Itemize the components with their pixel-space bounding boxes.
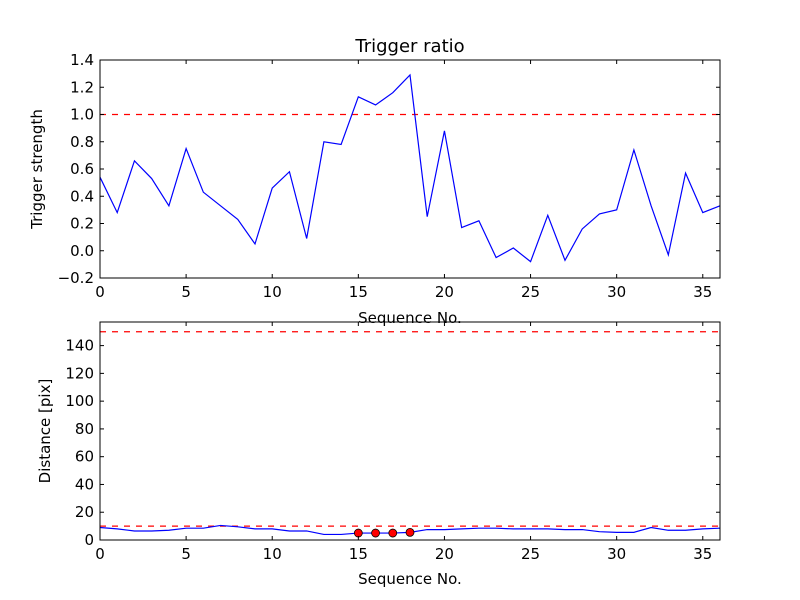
y-tick-label: 100 [65, 392, 94, 410]
y-tick-label: 60 [75, 448, 94, 466]
x-tick-label: 30 [607, 545, 626, 563]
tick-group: 0 5 10 15 20 25 30 35 0 20 40 60 80 100 120 140 [65, 322, 720, 563]
data-point-marker [371, 528, 380, 538]
data-point-marker [405, 527, 415, 537]
y-tick-label: 1.4 [70, 51, 94, 69]
y-tick-label: 80 [75, 420, 94, 438]
y-tick-label: 40 [75, 475, 94, 493]
trigger-ratio-chart: Trigger ratio 0 5 10 15 20 25 30 35 −0.2 0.0 0.2 0.… [28, 36, 721, 327]
y-tick-label: 1.2 [70, 78, 94, 96]
x-tick-label: 20 [435, 545, 454, 563]
x-axis-label: Sequence No. [358, 570, 462, 588]
y-tick-label: 0.4 [70, 187, 94, 205]
data-point-marker [388, 528, 398, 538]
x-tick-label: 15 [349, 283, 368, 301]
distance-chart: 0 5 10 15 20 25 30 35 0 20 40 60 80 100 120 140 Sequenc… [36, 321, 721, 588]
y-tick-label: 1.0 [70, 106, 94, 124]
plot-area [99, 331, 721, 538]
x-axis-label: Sequence No. [358, 309, 462, 327]
y-tick-label: 0.6 [70, 160, 94, 178]
x-tick-label: 10 [263, 283, 282, 301]
series-line [99, 73, 721, 263]
y-tick-label: 0.2 [70, 215, 94, 233]
x-tick-label: 25 [521, 545, 540, 563]
y-tick-label: 0 [84, 531, 94, 549]
y-axis-label: Distance [pix] [36, 379, 54, 484]
x-tick-label: 5 [181, 283, 191, 301]
axes-frame [99, 321, 721, 541]
y-tick-label: 120 [65, 364, 94, 382]
x-tick-label: 15 [349, 545, 368, 563]
tick-group: 0 5 10 15 20 25 30 35 −0.2 0.0 0.2 0.4 0.6 0.8 1.0 1.2 1… [58, 51, 720, 301]
y-tick-label: −0.2 [58, 269, 94, 287]
x-tick-label: 10 [263, 545, 282, 563]
x-tick-label: 5 [181, 545, 191, 563]
x-tick-label: 25 [521, 283, 540, 301]
x-tick-label: 35 [693, 283, 712, 301]
x-tick-label: 35 [693, 545, 712, 563]
x-tick-label: 20 [435, 283, 454, 301]
y-tick-label: 0.8 [70, 133, 94, 151]
x-tick-label: 0 [95, 545, 105, 563]
y-tick-label: 0.0 [70, 242, 94, 260]
axes-frame [99, 59, 721, 279]
plot-area [99, 73, 721, 263]
y-axis-label: Trigger strength [28, 109, 46, 230]
chart-title: Trigger ratio [354, 36, 464, 57]
x-tick-label: 30 [607, 283, 626, 301]
x-tick-label: 0 [95, 283, 105, 301]
data-point-marker [353, 528, 363, 538]
y-tick-label: 140 [65, 337, 94, 355]
y-tick-label: 20 [75, 503, 94, 521]
